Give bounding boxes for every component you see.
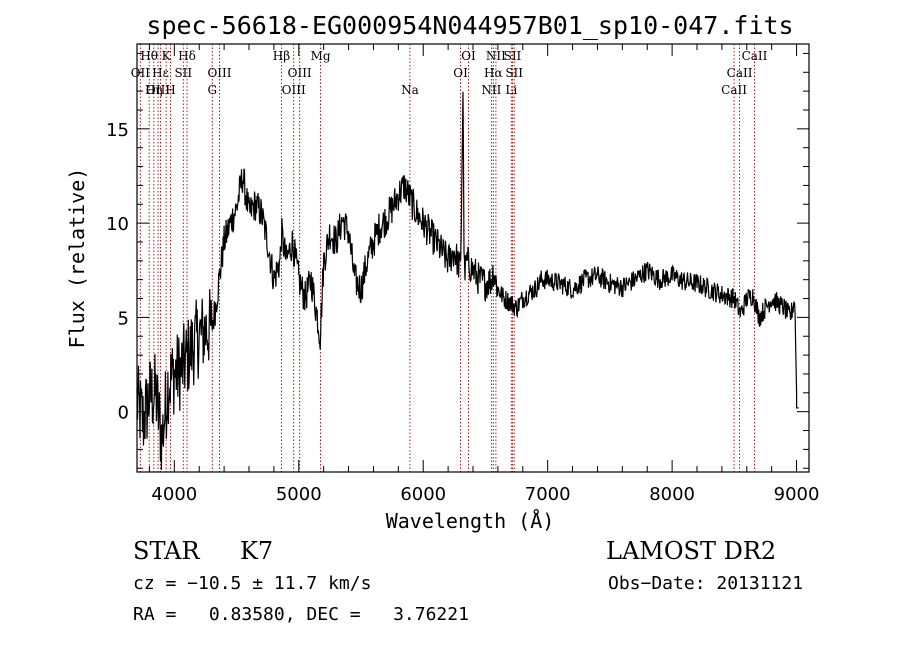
line-label: NII <box>481 83 501 97</box>
line-label: Hθ <box>140 49 158 63</box>
line-label: Hε <box>152 66 169 80</box>
line-label: NII <box>486 49 506 63</box>
line-label: OIII <box>207 66 231 80</box>
y-tick-label: 10 <box>106 214 129 235</box>
line-label: CaII <box>742 49 768 63</box>
line-label: Hδ <box>178 49 196 63</box>
x-tick-label: 9000 <box>774 484 820 505</box>
line-label: Na <box>401 83 419 97</box>
line-label: SII <box>504 49 522 63</box>
y-tick-label: 15 <box>106 120 129 141</box>
line-label: Hα <box>484 66 503 80</box>
observation-date: Obs−Date: 20131121 <box>608 573 803 594</box>
redshift-readout: cz = −10.5 ± 11.7 km/s <box>133 573 371 594</box>
y-tick-label: 5 <box>118 308 129 329</box>
x-tick-label: 5000 <box>276 484 322 505</box>
spectrum-series <box>136 91 799 471</box>
x-axis: 4000 5000 6000 7000 8000 9000 <box>148 44 820 505</box>
y-axis: 0 5 10 15 <box>106 52 809 469</box>
object-class: STAR <box>133 537 200 565</box>
y-tick-label: 0 <box>118 403 129 424</box>
x-axis-label: Wavelength (Å) <box>386 509 555 533</box>
x-tick-label: 8000 <box>649 484 695 505</box>
line-label: CaII <box>727 66 753 80</box>
x-tick-label: 7000 <box>525 484 571 505</box>
line-label: Li <box>505 83 517 97</box>
line-label: Hη <box>145 83 163 97</box>
line-label: K <box>162 49 172 63</box>
line-label: OIII <box>146 83 170 97</box>
survey-release: LAMOST DR2 <box>606 537 776 565</box>
line-label: OIII <box>288 66 312 80</box>
x-tick-label: 4000 <box>151 484 197 505</box>
spectral-line-labels: Hθ OII OIII K H Hε Hη Hδ SII G OIII Hβ OIII OIII Mg Na O… <box>131 49 768 97</box>
object-subclass: K7 <box>240 537 273 565</box>
coordinates-readout: RA = 0.83580, DEC = 3.76221 <box>133 604 469 625</box>
line-label: H <box>165 83 175 97</box>
line-label: OII <box>131 66 151 80</box>
line-label: OI <box>453 66 468 80</box>
line-label: SII <box>174 66 192 80</box>
line-label: Hβ <box>273 49 290 63</box>
line-label: CaII <box>721 83 747 97</box>
chart-title: spec-56618-EG000954N044957B01_sp10-047.f… <box>146 11 793 40</box>
x-tick-label: 6000 <box>400 484 446 505</box>
line-label: G <box>207 83 217 97</box>
line-label: OI <box>461 49 476 63</box>
line-label: SII <box>505 66 523 80</box>
line-label: Mg <box>311 49 331 63</box>
y-axis-label: Flux (relative) <box>65 168 89 349</box>
line-label: OIII <box>282 83 306 97</box>
plot-frame <box>136 43 810 473</box>
